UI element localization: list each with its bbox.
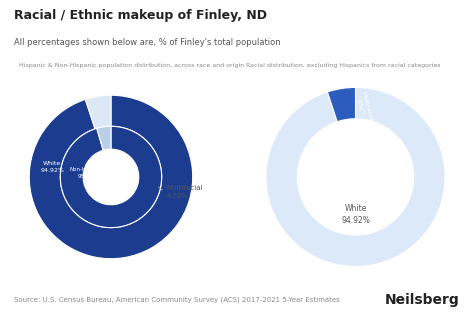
Text: Multiracial
4.52%: Multiracial 4.52% [354,91,373,123]
Text: White
94.92%: White 94.92% [341,204,370,225]
Text: Racial distribution, excluding Hispanics from racial categories: Racial distribution, excluding Hispanics… [246,63,441,68]
Wedge shape [328,88,356,122]
Text: White
94.92%: White 94.92% [40,161,64,173]
Text: Hispanic & Non-Hispanic population distribution, across race and origin: Hispanic & Non-Hispanic population distr… [19,63,244,68]
Text: Racial / Ethnic makeup of Finley, ND: Racial / Ethnic makeup of Finley, ND [14,9,267,22]
Wedge shape [29,95,193,259]
Wedge shape [266,88,445,266]
Wedge shape [60,126,162,228]
Wedge shape [97,126,111,150]
Text: Non-Hispanic
95.48%: Non-Hispanic 95.48% [70,167,106,179]
Text: Neilsberg: Neilsberg [385,293,460,307]
Text: Source: U.S. Census Bureau, American Community Survey (ACS) 2017-2021 5-Year Est: Source: U.S. Census Bureau, American Com… [14,297,340,303]
Wedge shape [85,95,111,129]
Text: Multiracial
4.52%: Multiracial 4.52% [166,185,203,199]
Text: All percentages shown below are, % of Finley's total population: All percentages shown below are, % of Fi… [14,38,281,47]
